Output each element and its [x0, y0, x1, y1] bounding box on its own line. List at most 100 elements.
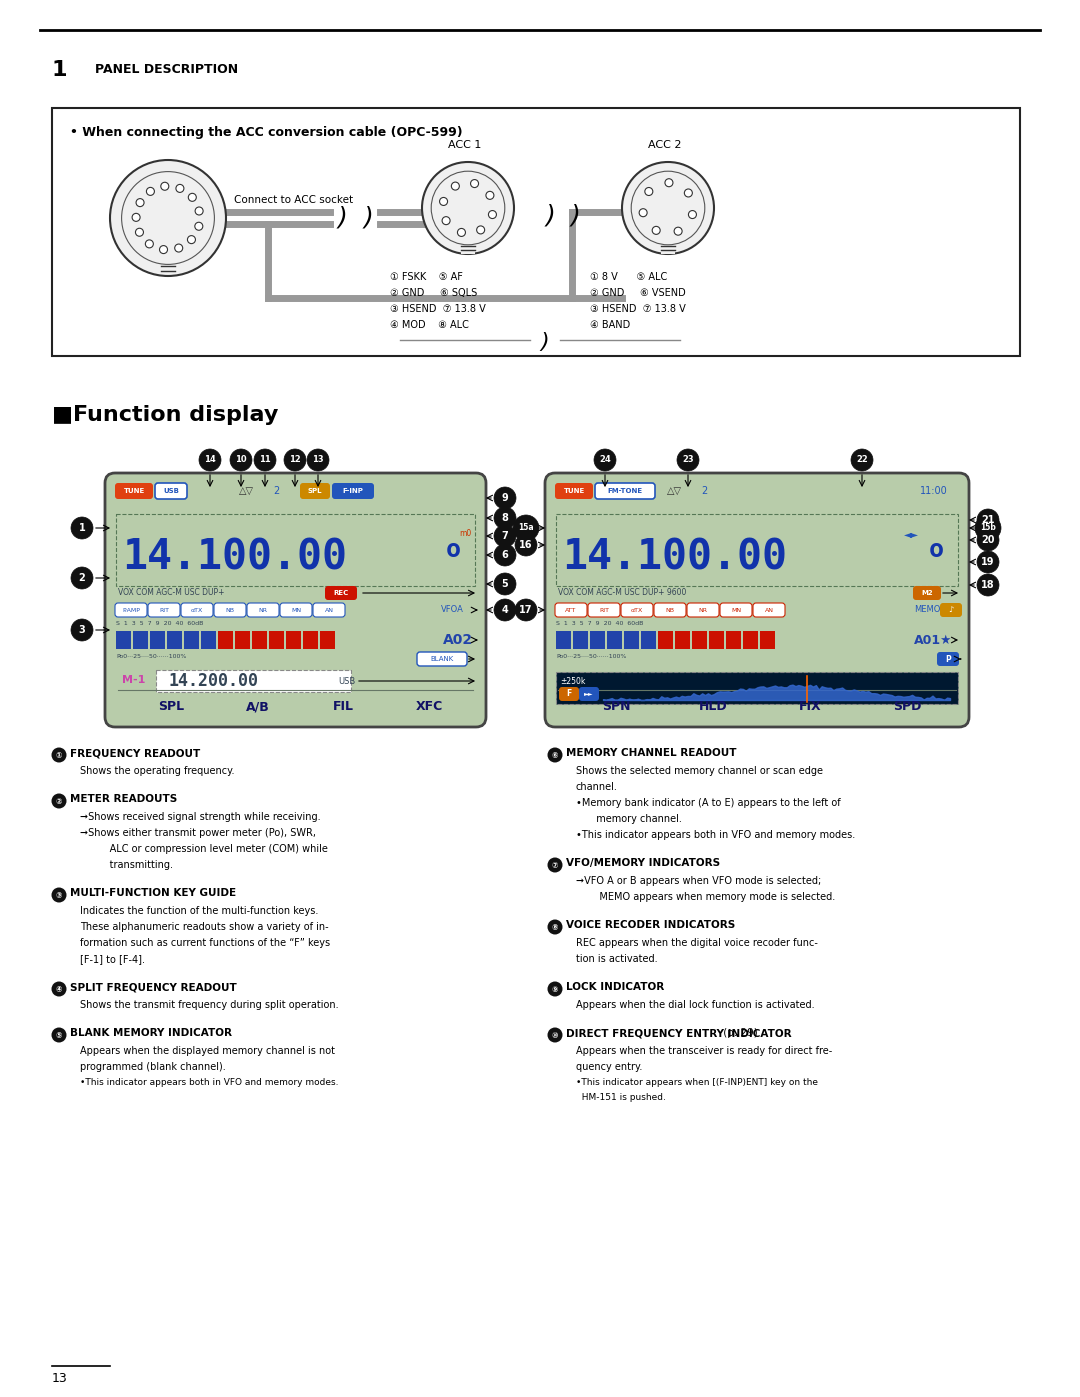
- Circle shape: [110, 161, 226, 277]
- Text: Connect to ACC socket: Connect to ACC socket: [234, 196, 353, 205]
- FancyBboxPatch shape: [133, 631, 148, 650]
- Text: quency entry.: quency entry.: [576, 1062, 643, 1071]
- Text: 2: 2: [273, 486, 279, 496]
- FancyBboxPatch shape: [184, 631, 199, 650]
- FancyBboxPatch shape: [303, 631, 318, 650]
- Text: MEMO: MEMO: [914, 605, 941, 615]
- FancyBboxPatch shape: [300, 483, 330, 499]
- Text: 1: 1: [52, 60, 67, 80]
- Circle shape: [494, 525, 516, 548]
- Circle shape: [199, 448, 221, 471]
- FancyBboxPatch shape: [156, 483, 187, 499]
- FancyBboxPatch shape: [269, 631, 284, 650]
- Circle shape: [284, 448, 306, 471]
- Text: 17: 17: [519, 605, 532, 615]
- FancyBboxPatch shape: [52, 108, 1020, 356]
- Circle shape: [639, 208, 647, 217]
- FancyBboxPatch shape: [624, 631, 639, 650]
- Circle shape: [977, 529, 999, 550]
- FancyBboxPatch shape: [753, 604, 785, 617]
- Text: SPL: SPL: [158, 700, 185, 714]
- Circle shape: [471, 180, 478, 187]
- Text: REC appears when the digital voice recoder func-: REC appears when the digital voice recod…: [576, 937, 818, 949]
- Text: FM-TONE: FM-TONE: [607, 488, 643, 495]
- Circle shape: [977, 574, 999, 597]
- Circle shape: [52, 1028, 67, 1042]
- FancyBboxPatch shape: [150, 631, 165, 650]
- Circle shape: [175, 244, 183, 251]
- Text: 21: 21: [982, 515, 995, 525]
- Text: 14.100.00: 14.100.00: [122, 536, 347, 578]
- FancyBboxPatch shape: [559, 687, 579, 701]
- Circle shape: [147, 187, 154, 196]
- Text: 19: 19: [982, 557, 995, 567]
- Text: ►►: ►►: [584, 692, 594, 697]
- Text: DIRECT FREQUENCY ENTRY INDICATOR: DIRECT FREQUENCY ENTRY INDICATOR: [566, 1028, 792, 1038]
- Circle shape: [458, 229, 465, 236]
- Circle shape: [52, 887, 67, 902]
- Circle shape: [548, 982, 563, 996]
- Text: SPD: SPD: [893, 700, 921, 714]
- Text: Indicates the function of the multi-function keys.: Indicates the function of the multi-func…: [80, 907, 319, 916]
- FancyBboxPatch shape: [461, 246, 475, 254]
- FancyBboxPatch shape: [595, 483, 654, 499]
- Circle shape: [977, 509, 999, 531]
- Text: FIL: FIL: [333, 700, 354, 714]
- Text: METER READOUTS: METER READOUTS: [70, 793, 177, 805]
- Text: △▽: △▽: [666, 486, 681, 496]
- Circle shape: [513, 515, 539, 541]
- Circle shape: [136, 198, 144, 207]
- Text: VOX COM AGC-M USC DUP+: VOX COM AGC-M USC DUP+: [118, 588, 225, 597]
- Text: REC: REC: [334, 590, 349, 597]
- Text: ⑩: ⑩: [552, 1031, 558, 1039]
- Text: ): ): [541, 332, 550, 352]
- Text: memory channel.: memory channel.: [590, 814, 681, 824]
- Circle shape: [975, 515, 1001, 541]
- Text: LOCK INDICATOR: LOCK INDICATOR: [566, 982, 664, 992]
- Text: ACC 2: ACC 2: [648, 140, 681, 149]
- Text: TUNE: TUNE: [564, 488, 584, 495]
- Text: A01★: A01★: [914, 633, 951, 647]
- Text: •This indicator appears both in VFO and memory modes.: •This indicator appears both in VFO and …: [80, 1078, 338, 1087]
- Text: programmed (blank channel).: programmed (blank channel).: [80, 1062, 226, 1071]
- Text: 15b: 15b: [980, 524, 996, 532]
- Text: VOICE RECODER INDICATORS: VOICE RECODER INDICATORS: [566, 921, 735, 930]
- Text: ATT: ATT: [565, 608, 577, 612]
- Text: MULTI-FUNCTION KEY GUIDE: MULTI-FUNCTION KEY GUIDE: [70, 888, 237, 898]
- Circle shape: [442, 217, 450, 225]
- Circle shape: [488, 211, 497, 218]
- Text: ① 8 V      ⑤ ALC: ① 8 V ⑤ ALC: [590, 272, 667, 282]
- Text: NR: NR: [258, 608, 268, 612]
- Text: 13: 13: [312, 455, 324, 464]
- Text: 6: 6: [501, 550, 509, 560]
- Text: △▽: △▽: [239, 486, 254, 496]
- FancyBboxPatch shape: [247, 604, 279, 617]
- Text: AN: AN: [324, 608, 334, 612]
- Circle shape: [307, 448, 329, 471]
- Circle shape: [422, 162, 514, 254]
- Circle shape: [677, 448, 699, 471]
- Text: XFC: XFC: [416, 700, 444, 714]
- FancyBboxPatch shape: [913, 585, 941, 599]
- Text: 11: 11: [259, 455, 271, 464]
- Text: ④ BAND: ④ BAND: [590, 320, 631, 330]
- FancyBboxPatch shape: [325, 585, 357, 599]
- Text: SPLIT FREQUENCY READOUT: SPLIT FREQUENCY READOUT: [70, 982, 237, 992]
- Circle shape: [146, 240, 153, 247]
- Text: NB: NB: [665, 608, 675, 612]
- Circle shape: [52, 747, 67, 763]
- FancyBboxPatch shape: [417, 652, 467, 666]
- Text: 22: 22: [856, 455, 868, 464]
- Circle shape: [494, 543, 516, 566]
- Circle shape: [176, 184, 184, 193]
- FancyBboxPatch shape: [105, 474, 486, 726]
- FancyBboxPatch shape: [708, 631, 724, 650]
- Circle shape: [674, 228, 683, 235]
- Text: NB: NB: [226, 608, 234, 612]
- Text: 13: 13: [52, 1372, 68, 1384]
- Circle shape: [548, 1028, 563, 1042]
- Circle shape: [188, 193, 197, 201]
- FancyBboxPatch shape: [218, 631, 233, 650]
- Text: MEMORY CHANNEL READOUT: MEMORY CHANNEL READOUT: [566, 747, 737, 759]
- Circle shape: [977, 550, 999, 573]
